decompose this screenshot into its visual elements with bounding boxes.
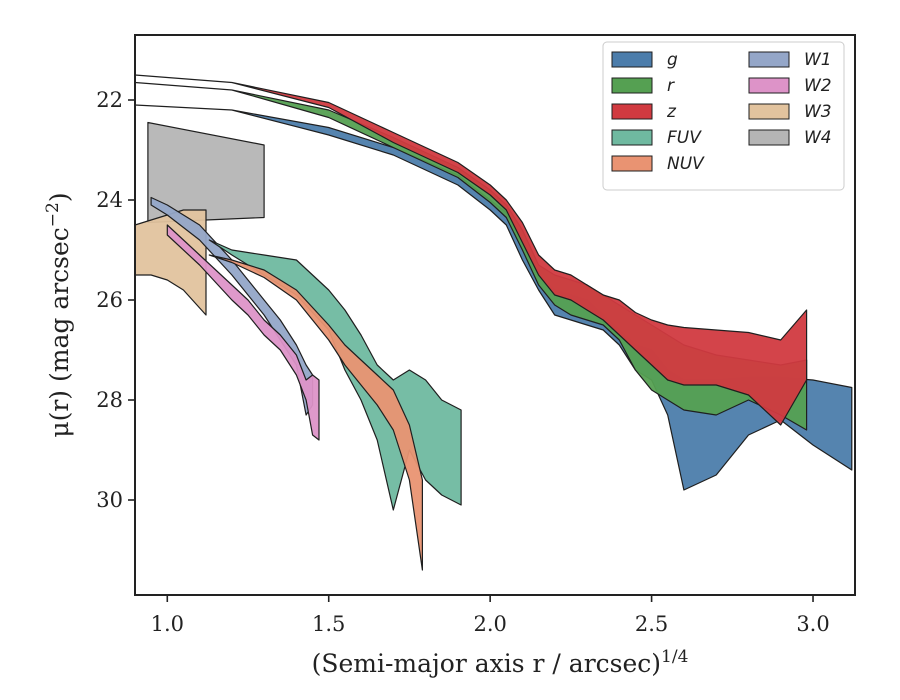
band-nuv bbox=[208, 254, 423, 571]
plot-frame bbox=[134, 34, 856, 596]
y-axis-title-exponent: −2 bbox=[43, 202, 63, 227]
y-axis-title-main: μ(r) (mag arcsec bbox=[45, 227, 74, 437]
y-tick-label: 22 bbox=[96, 88, 123, 112]
legend-swatch-z bbox=[611, 103, 653, 120]
legend-label-w2: W2 bbox=[804, 76, 832, 96]
x-axis-title-main: (Semi-major axis r / arcsec) bbox=[312, 649, 661, 678]
y-tick-label: 28 bbox=[96, 388, 123, 412]
legend-swatch-w3 bbox=[748, 103, 790, 120]
y-axis-title: μ(r) (mag arcsec−2) bbox=[43, 192, 74, 437]
band-w3 bbox=[134, 209, 207, 316]
legend-swatch-r bbox=[611, 77, 653, 94]
legend-label-w1: W1 bbox=[804, 50, 832, 70]
y-axis-title-end: ) bbox=[45, 192, 74, 202]
legend-label-fuv: FUV bbox=[667, 128, 702, 148]
y-tick-label: 24 bbox=[96, 188, 123, 212]
y-tick-label: 30 bbox=[96, 488, 123, 512]
x-axis-title: (Semi-major axis r / arcsec)1/4 bbox=[312, 647, 689, 678]
legend-label-w4: W4 bbox=[804, 128, 832, 148]
legend-label-w3: W3 bbox=[804, 102, 832, 122]
x-tick-label: 3.0 bbox=[796, 612, 829, 636]
legend-swatch-w1 bbox=[748, 51, 790, 68]
legend-swatch-fuv bbox=[611, 129, 653, 146]
legend-label-g: g bbox=[667, 50, 678, 70]
legend-label-nuv: NUV bbox=[667, 154, 705, 174]
x-tick-label: 1.0 bbox=[151, 612, 184, 636]
legend: grz FUV NUV W1 W2 W3 W4 bbox=[602, 41, 845, 191]
legend-swatch-g bbox=[611, 51, 653, 68]
y-tick-label: 26 bbox=[96, 288, 123, 312]
x-tick-label: 2.5 bbox=[635, 612, 668, 636]
x-axis-title-exponent: 1/4 bbox=[661, 647, 688, 667]
legend-label-r: r bbox=[667, 76, 675, 96]
x-tick-label: 1.5 bbox=[312, 612, 345, 636]
band-w2 bbox=[166, 224, 320, 441]
legend-swatch-nuv bbox=[611, 155, 653, 172]
legend-swatch-w2 bbox=[748, 77, 790, 94]
band-z bbox=[134, 74, 808, 426]
band-w4 bbox=[147, 121, 265, 224]
profile-bands bbox=[134, 74, 853, 571]
x-tick-label: 2.0 bbox=[473, 612, 506, 636]
legend-label-z: z bbox=[666, 102, 677, 122]
axes: 1.0 1.5 2.0 2.5 3.0 22 24 26 28 30 (Semi-major axi… bbox=[43, 34, 856, 678]
legend-swatch-w4 bbox=[748, 129, 790, 146]
